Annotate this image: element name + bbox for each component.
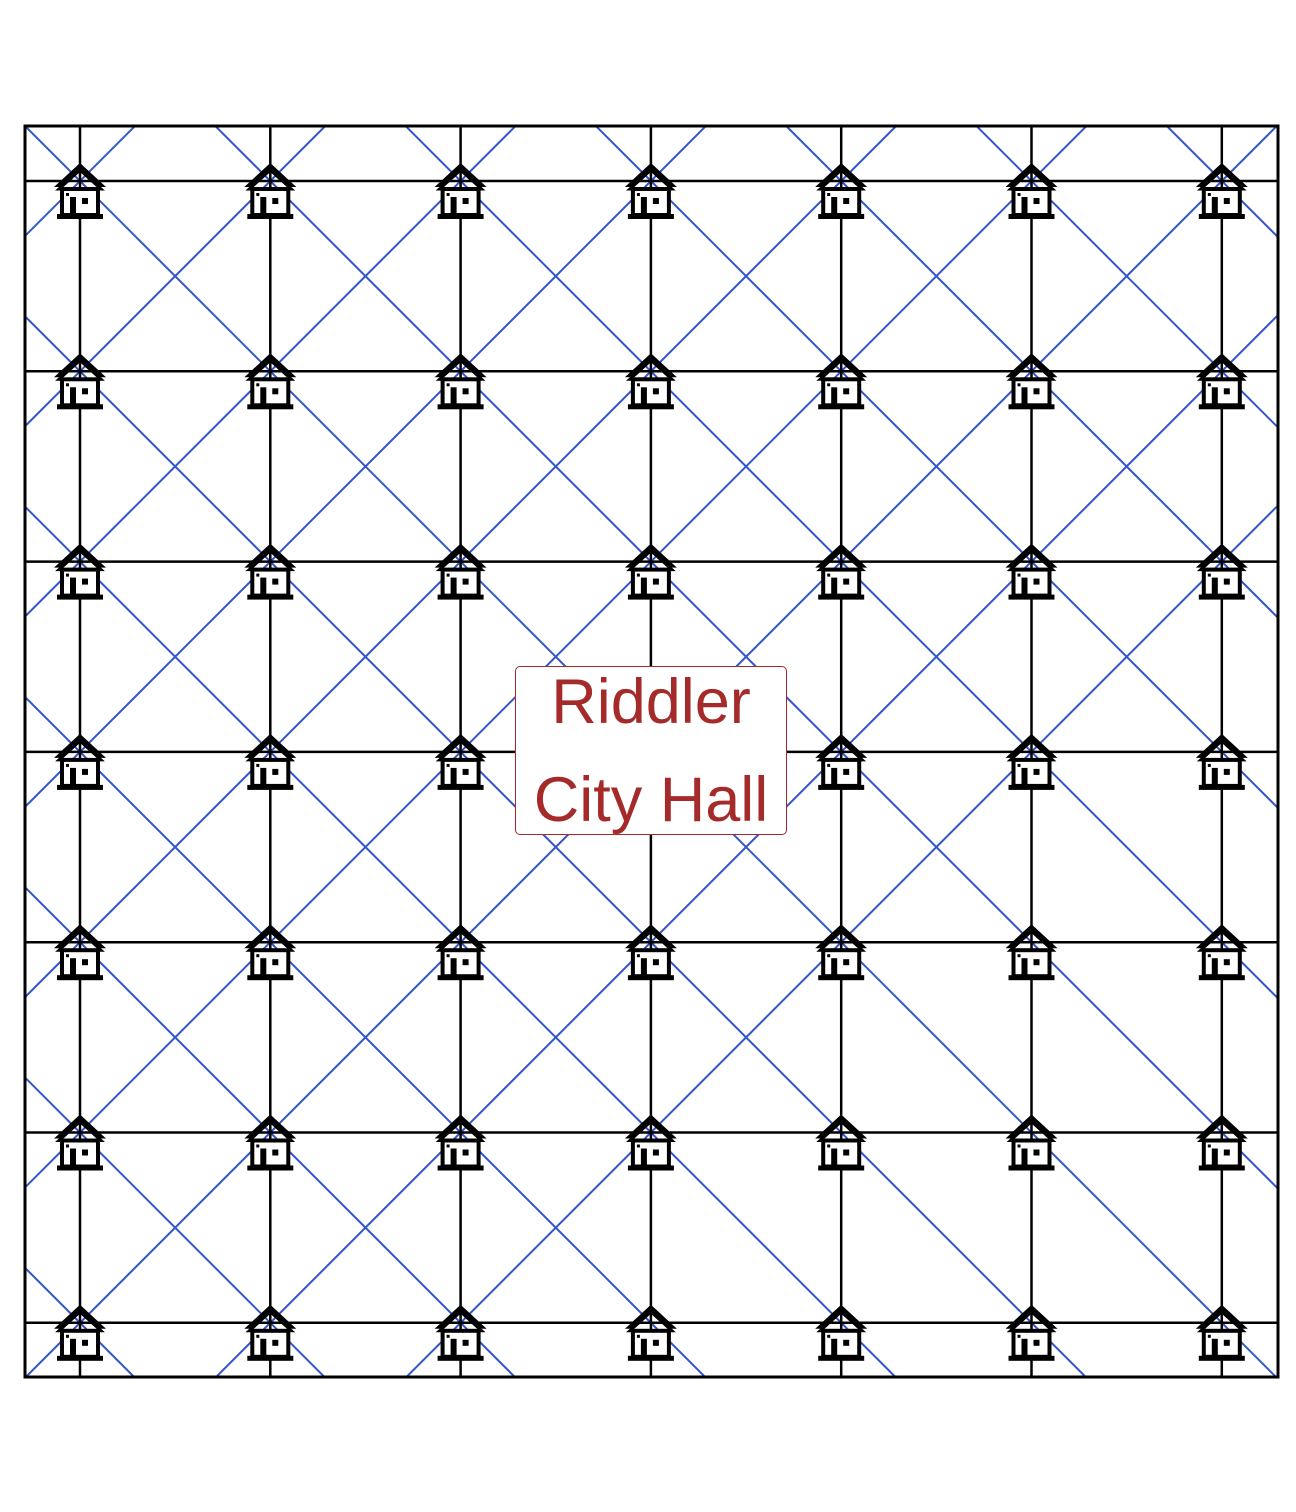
- map-border: [23, 124, 1280, 1379]
- diagonal-street: [25, 1266, 136, 1377]
- diagonal-street: [975, 126, 1278, 429]
- city-hall-name-line2: City Hall: [533, 764, 769, 835]
- diagonal-street: [1165, 126, 1278, 239]
- diagonal-street: [25, 126, 137, 238]
- diagonal-street: [25, 126, 327, 428]
- diagonal-street: [25, 1076, 326, 1377]
- diagonal-street: [25, 126, 518, 619]
- diagonal-street: [784, 126, 1278, 620]
- city-hall-name-line1: Riddler: [551, 666, 751, 737]
- city-hall-label: Riddler City Hall: [515, 666, 787, 835]
- diagonal-street: [25, 885, 517, 1377]
